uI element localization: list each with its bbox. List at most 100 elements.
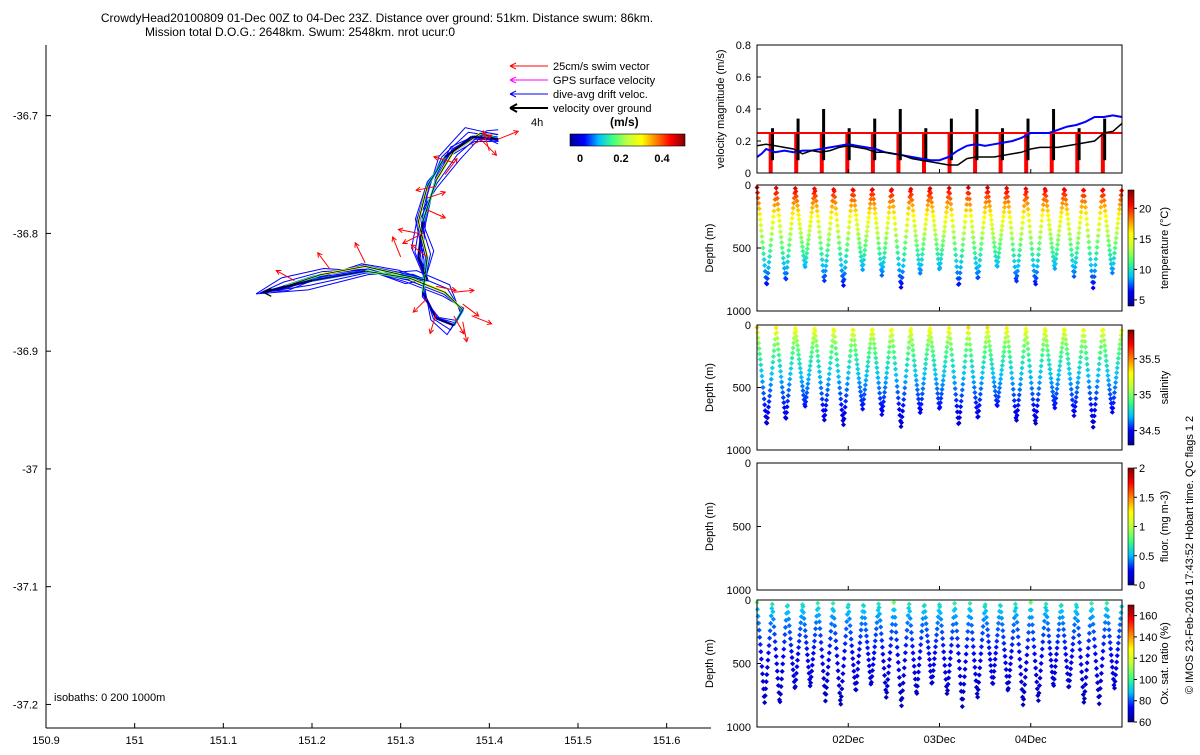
profile-sample-salinity — [755, 330, 761, 336]
profile-sample-temperature — [992, 244, 998, 250]
profile-sample-oxygen — [986, 645, 992, 651]
profile-sample-oxygen — [907, 608, 913, 614]
profile-sample-temperature — [1020, 214, 1026, 220]
profile-sample-salinity — [1028, 380, 1034, 386]
profile-sample-oxygen — [859, 621, 865, 627]
profile-sample-oxygen — [944, 691, 950, 697]
profile-sample-salinity — [951, 374, 957, 380]
profile-sample-temperature — [823, 258, 830, 264]
profile-sample-salinity — [854, 357, 860, 363]
profile-sample-temperature — [1090, 285, 1096, 291]
profile-sample-oxygen — [917, 648, 923, 654]
profile-sample-oxygen — [1070, 635, 1077, 641]
profile-sample-temperature — [1085, 233, 1091, 239]
profile-sample-oxygen — [900, 680, 906, 686]
oxygen-colorbar-tick-label: 160 — [1139, 611, 1157, 623]
profile-sample-oxygen — [1052, 663, 1058, 670]
profile-sample-temperature — [1001, 204, 1008, 210]
profile-sample-salinity — [891, 349, 897, 355]
salinity-y-tick-label: 500 — [733, 383, 751, 395]
swim-vector-arrowhead — [415, 186, 422, 193]
swim-vector-arrowhead — [410, 244, 417, 250]
profile-sample-salinity — [969, 358, 975, 364]
profile-sample-salinity — [838, 396, 844, 402]
profile-sample-salinity — [1096, 361, 1102, 367]
profile-sample-temperature — [986, 194, 992, 200]
profile-sample-salinity — [818, 385, 824, 391]
profile-sample-oxygen — [940, 642, 946, 648]
profile-sample-oxygen — [932, 644, 939, 650]
profile-sample-salinity — [1069, 391, 1075, 398]
profile-sample-temperature — [908, 192, 914, 198]
profile-sample-oxygen — [790, 667, 796, 673]
profile-sample-temperature — [844, 247, 850, 253]
profile-sample-oxygen — [1062, 639, 1068, 645]
profile-sample-salinity — [1097, 355, 1103, 361]
velocity-axes — [756, 44, 1123, 174]
fluor-axes — [756, 462, 1123, 591]
profile-sample-salinity — [972, 389, 978, 396]
profile-sample-oxygen — [1076, 639, 1083, 645]
profile-sample-oxygen — [960, 689, 966, 695]
profile-sample-oxygen — [1016, 641, 1022, 647]
profile-sample-salinity — [1064, 346, 1070, 352]
velocity-series-blue — [756, 114, 1123, 162]
profile-sample-salinity — [1049, 380, 1055, 386]
profile-sample-temperature — [816, 229, 822, 235]
profile-sample-salinity — [863, 373, 870, 379]
profile-sample-temperature — [912, 228, 918, 234]
profile-sample-salinity — [913, 377, 919, 383]
oxygen-y-tick-label: 1000 — [727, 722, 751, 734]
profile-sample-temperature — [1040, 207, 1046, 213]
profile-sample-salinity — [1081, 327, 1087, 333]
profile-sample-salinity — [1047, 366, 1053, 372]
profile-sample-salinity — [871, 341, 877, 347]
profile-sample-salinity — [761, 396, 767, 402]
profile-sample-oxygen — [882, 672, 888, 678]
velocity-y-tick-label: 0.6 — [736, 72, 751, 84]
profile-sample-oxygen — [945, 681, 951, 687]
profile-sample-salinity — [987, 343, 993, 349]
profile-sample-salinity — [817, 374, 823, 380]
profile-sample-salinity — [808, 354, 814, 360]
velocity-red-spike — [1024, 133, 1029, 173]
profile-sample-salinity — [942, 359, 948, 365]
profile-sample-temperature — [862, 242, 868, 248]
profile-sample-oxygen — [1046, 633, 1052, 639]
profile-sample-salinity — [809, 345, 815, 351]
profile-sample-oxygen — [767, 635, 773, 641]
profile-sample-oxygen — [780, 661, 786, 667]
profile-sample-oxygen — [1076, 632, 1082, 638]
profile-sample-oxygen — [846, 609, 852, 615]
oxygen-y-label: Depth (m) — [704, 639, 716, 688]
profile-sample-temperature — [809, 205, 815, 211]
profile-sample-oxygen — [835, 668, 841, 674]
profile-sample-temperature — [1046, 222, 1052, 228]
velocity-y-tick-label: 0.2 — [736, 136, 751, 148]
profile-sample-oxygen — [1047, 651, 1054, 657]
profile-sample-temperature — [1056, 228, 1062, 234]
profile-sample-salinity — [929, 344, 935, 350]
speed-colorbar-gradient — [569, 133, 686, 147]
velocity-y-tick-label: 0.4 — [736, 104, 751, 116]
profile-sample-temperature — [797, 226, 803, 232]
profile-sample-temperature — [1097, 210, 1103, 216]
profile-sample-temperature — [1109, 270, 1115, 276]
profile-sample-salinity — [817, 379, 824, 386]
profile-sample-temperature — [943, 209, 949, 215]
profile-sample-temperature — [794, 198, 800, 204]
profile-sample-oxygen — [893, 629, 899, 635]
profile-sample-salinity — [920, 386, 926, 392]
profile-sample-salinity — [822, 412, 828, 418]
profile-sample-oxygen — [1022, 682, 1028, 688]
profile-sample-temperature — [1043, 193, 1049, 199]
profile-sample-oxygen — [923, 615, 929, 621]
profile-sample-oxygen — [926, 656, 933, 662]
temperature-y-label: Depth (m) — [704, 224, 716, 273]
profile-sample-salinity — [1023, 326, 1029, 332]
profile-sample-oxygen — [1024, 644, 1031, 651]
profile-sample-temperature — [1033, 275, 1039, 281]
profile-sample-temperature — [1074, 250, 1080, 256]
profile-sample-salinity — [1023, 329, 1029, 335]
profile-sample-temperature — [930, 208, 936, 215]
